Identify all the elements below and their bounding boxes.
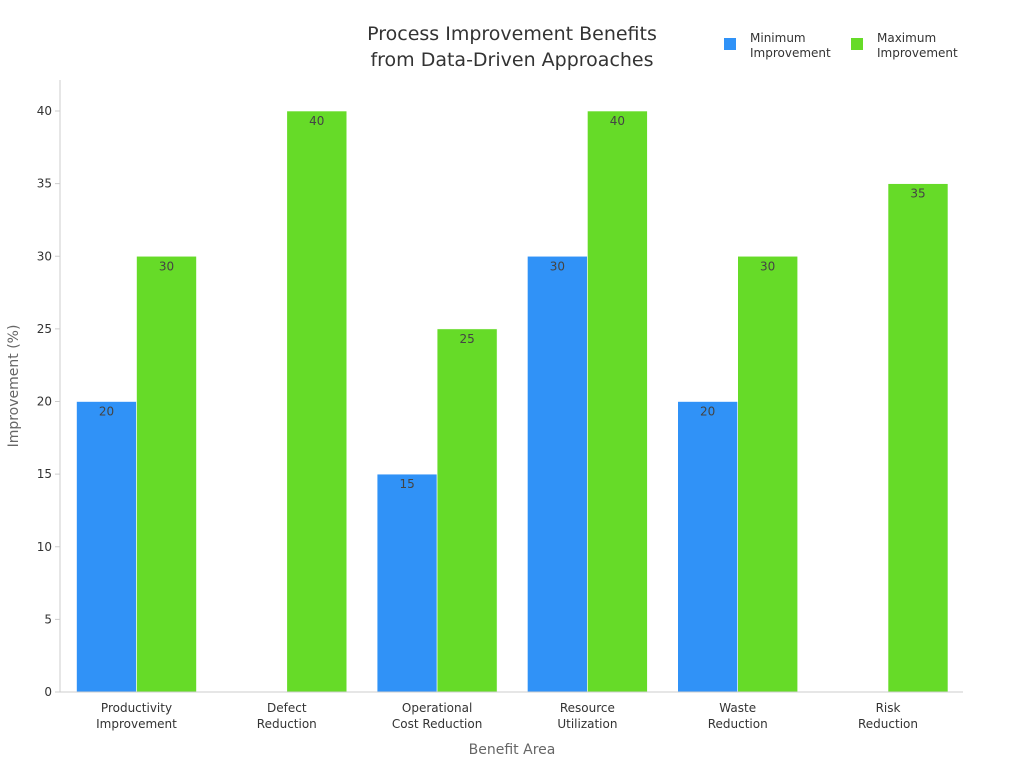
data-label: 25: [459, 332, 474, 346]
x-category-label: Reduction: [257, 717, 317, 731]
data-label: 40: [610, 114, 625, 128]
x-category-label: Cost Reduction: [392, 717, 482, 731]
legend: Minimum Improvement Maximum Improvement: [724, 31, 958, 60]
y-tick-label: 25: [37, 322, 52, 336]
y-tick-label: 30: [37, 249, 52, 263]
bar-maximum: [286, 110, 348, 693]
x-category-label: Defect: [267, 701, 307, 715]
bar-minimum: [677, 401, 739, 693]
data-label: 30: [159, 259, 174, 273]
x-category-label: Operational: [402, 701, 472, 715]
x-axis-labels: Productivity Improvement Defect Reduction Op…: [96, 701, 918, 731]
chart-title-line-1: Process Improvement Benefits: [367, 23, 657, 45]
x-category-label: Risk: [876, 701, 901, 715]
x-category-label: Waste: [719, 701, 756, 715]
data-label: 35: [910, 187, 925, 201]
bar-maximum: [587, 110, 648, 693]
y-axis-title: Improvement (%): [6, 325, 22, 448]
x-axis-title: Benefit Area: [469, 742, 556, 758]
y-tick-label: 40: [37, 104, 52, 118]
bars: [76, 110, 949, 693]
x-category-label: Reduction: [708, 717, 768, 731]
x-category-label: Resource: [560, 701, 615, 715]
legend-label-maximum-line-2: Improvement: [877, 46, 958, 60]
legend-label-maximum-line-1: Maximum: [877, 31, 936, 45]
y-tick-label: 35: [37, 177, 52, 191]
bar-maximum: [436, 328, 498, 693]
bar-maximum: [887, 183, 949, 693]
x-category-label: Productivity: [101, 701, 172, 715]
bar-maximum: [136, 255, 197, 693]
data-label: 30: [760, 259, 775, 273]
legend-label-minimum-line-2: Improvement: [750, 46, 831, 60]
data-label: 30: [550, 259, 565, 273]
y-tick-label: 5: [44, 612, 52, 626]
data-labels: 20 30 40 15 25 30 40 20 30 35: [99, 114, 926, 491]
y-tick-label: 15: [37, 467, 52, 481]
data-label: 40: [309, 114, 324, 128]
chart-title-line-2: from Data-Driven Approaches: [370, 49, 653, 71]
bar-minimum: [76, 401, 137, 693]
x-category-label: Improvement: [96, 717, 177, 731]
chart-title: Process Improvement Benefits from Data-D…: [367, 23, 657, 71]
legend-label-minimum-line-1: Minimum: [750, 31, 806, 45]
y-tick-label: 10: [37, 540, 52, 554]
legend-swatch-maximum: [851, 38, 863, 50]
data-label: 15: [399, 477, 414, 491]
legend-swatch-minimum: [724, 38, 736, 50]
bar-minimum: [376, 473, 438, 693]
data-label: 20: [99, 405, 114, 419]
x-category-label: Utilization: [557, 717, 617, 731]
y-tick-label: 0: [44, 685, 52, 699]
data-label: 20: [700, 405, 715, 419]
y-tick-label: 20: [37, 395, 52, 409]
bar-minimum: [527, 255, 588, 693]
bar-maximum: [737, 255, 799, 693]
x-category-label: Reduction: [858, 717, 918, 731]
y-axis-ticks: 0 5 10 15 20 25 30 35 40: [37, 104, 60, 699]
